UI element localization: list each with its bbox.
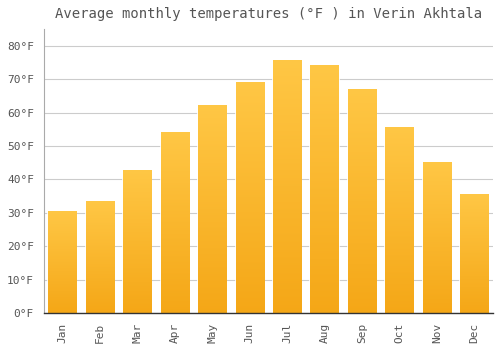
Bar <box>310 66 338 313</box>
Bar <box>160 133 189 313</box>
Bar <box>86 201 114 313</box>
Bar <box>236 83 264 313</box>
Bar <box>198 106 226 313</box>
Title: Average monthly temperatures (°F ) in Verin Akhtala: Average monthly temperatures (°F ) in Ve… <box>55 7 482 21</box>
Bar <box>273 61 301 313</box>
Bar <box>460 195 488 313</box>
Bar <box>386 128 413 313</box>
Bar <box>48 211 76 313</box>
Bar <box>423 163 451 313</box>
Bar <box>348 89 376 313</box>
Bar <box>123 171 152 313</box>
